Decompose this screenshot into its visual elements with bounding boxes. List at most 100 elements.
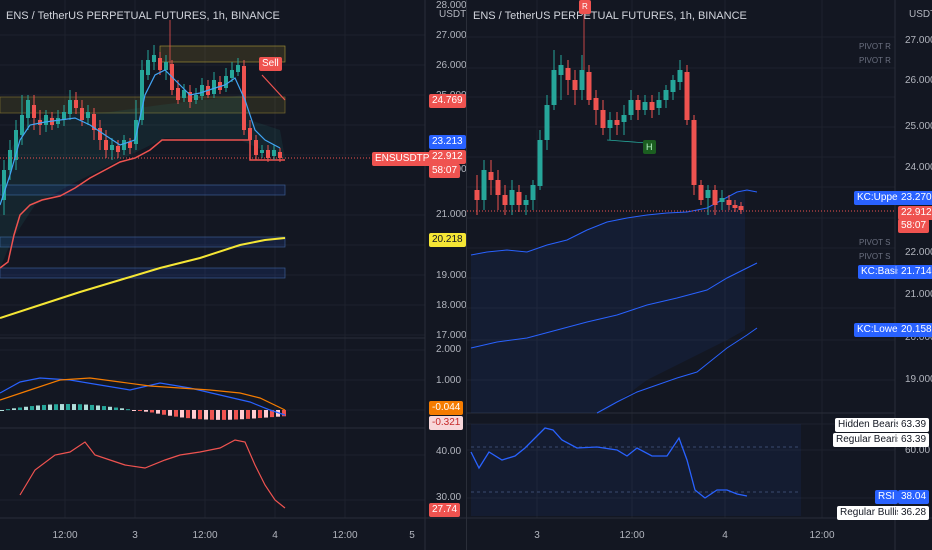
candle-body: [502, 195, 508, 205]
candle-body: [530, 185, 536, 200]
macd-bar: [162, 410, 166, 415]
price-tick: 21.000: [436, 209, 466, 220]
right-chart-canvas[interactable]: 27.000 26.000 25.000 24.000 22.000 21.000 20.0…: [467, 0, 932, 550]
left-grid: [0, 0, 425, 518]
candle-body: [565, 68, 571, 80]
macd-bar: [120, 408, 124, 410]
macd-bar: [192, 410, 196, 419]
candle-body: [236, 65, 240, 72]
macd-bar: [90, 404, 94, 410]
candle-body: [642, 102, 648, 110]
candle-body: [558, 65, 564, 75]
price-tick: 24.000: [905, 162, 932, 173]
candle-body: [663, 90, 669, 100]
macd-bar: [186, 410, 190, 419]
time-tick: 12:00: [332, 530, 357, 541]
candle-body: [44, 115, 48, 125]
macd-hist-value-label: -0.044: [429, 401, 464, 415]
macd-bar: [258, 410, 262, 419]
time-tick: 12:00: [52, 530, 77, 541]
macd-bar: [210, 410, 214, 420]
candle-body: [212, 80, 216, 94]
pivot-s2-text: PIVOT S: [859, 252, 891, 261]
candle-body: [230, 70, 234, 78]
candle-body: [104, 140, 108, 150]
macd-bar: [252, 410, 256, 419]
candle-body: [726, 200, 732, 205]
candle-body: [691, 120, 697, 185]
macd-bar: [114, 407, 118, 410]
sell-signal-line: [261, 74, 286, 101]
macd-bar: [6, 409, 10, 411]
kc-lower-line: [596, 327, 758, 414]
price-tick: 19.000: [436, 270, 466, 281]
time-tick: 12:00: [809, 530, 834, 541]
macd-bar: [66, 404, 70, 410]
candle-body: [719, 198, 725, 202]
macd-bar: [60, 404, 64, 410]
time-tick: 12:00: [619, 530, 644, 541]
left-last-price-label: 22.912: [429, 150, 466, 164]
macd-bar: [240, 410, 244, 420]
candle-body: [56, 118, 60, 124]
candle-body: [122, 140, 126, 150]
macd-signal-line: [0, 377, 286, 411]
candle-body: [146, 60, 150, 75]
right-chart-title: ENS / TetherUS PERPETUAL FUTURES, 1h, BI…: [473, 10, 747, 22]
macd-bar: [264, 410, 268, 418]
candle-body: [8, 150, 12, 170]
macd-line: [0, 377, 286, 416]
pivot-r2-text: PIVOT R: [859, 42, 891, 51]
candle-body: [152, 55, 156, 62]
kc-lower-value: 20.158: [898, 323, 932, 337]
candle-body: [62, 112, 66, 120]
candle-body: [649, 102, 655, 110]
right-axis-unit: USDT: [909, 9, 932, 20]
macd-bar: [198, 410, 202, 420]
pivot-s1-text: PIVOT S: [859, 238, 891, 247]
price-tick: 22.000: [905, 247, 932, 258]
close-value-label: 23.213: [429, 135, 466, 149]
macd-bar: [42, 404, 46, 410]
candle-body: [32, 105, 36, 118]
price-tick: 26.000: [905, 75, 932, 86]
legend-rsi-name: RSI: [875, 490, 898, 504]
candle-body: [80, 108, 84, 120]
candle-body: [68, 100, 72, 114]
candle-body: [544, 105, 550, 140]
left-chart-canvas[interactable]: 28.00027.00026.00025.00024.00021.00019.0…: [0, 0, 466, 550]
candle-body: [140, 70, 144, 120]
candle-body: [495, 180, 501, 195]
left-rsi-line: [19, 439, 286, 509]
kc-upper-name: KC:Upper: [854, 191, 904, 205]
time-tick: 5: [409, 530, 415, 541]
keltner-fill: [471, 190, 757, 413]
candle-body: [2, 170, 6, 200]
candle-body: [116, 146, 120, 152]
right-chart-pane[interactable]: 27.000 26.000 25.000 24.000 22.000 21.000 20.0…: [466, 0, 932, 550]
candle-body: [266, 150, 270, 158]
legend-regular-bearish-name: Regular Bearish: [833, 433, 911, 447]
candle-body: [698, 185, 704, 200]
candle-body: [516, 192, 522, 205]
price-tick: 27.000: [905, 35, 932, 46]
macd-bar: [246, 410, 250, 419]
price-tick: 40.00: [436, 446, 461, 457]
price-tick: 1.000: [436, 375, 461, 386]
macd-bar: [174, 410, 178, 417]
candle-body: [92, 114, 96, 130]
left-time-ticks: 12:00 3 12:00 4 12:00 5: [52, 530, 415, 541]
candle-body: [200, 85, 204, 96]
left-chart-pane[interactable]: 28.00027.00026.00025.00024.00021.00019.0…: [0, 0, 466, 550]
legend-regular-bullish-name: Regular Bullish: [837, 506, 911, 520]
candle-body: [586, 72, 592, 100]
candle-body: [572, 80, 578, 90]
price-tick: 27.000: [436, 30, 466, 41]
legend-hidden-bearish-value: 63.39: [898, 418, 930, 432]
legend-rsi-value: 38.04: [898, 490, 930, 504]
macd-bar: [282, 410, 286, 417]
macd-bar: [78, 404, 82, 410]
macd-bar: [24, 406, 28, 410]
candle-body: [26, 100, 30, 118]
candle-body: [128, 142, 132, 148]
